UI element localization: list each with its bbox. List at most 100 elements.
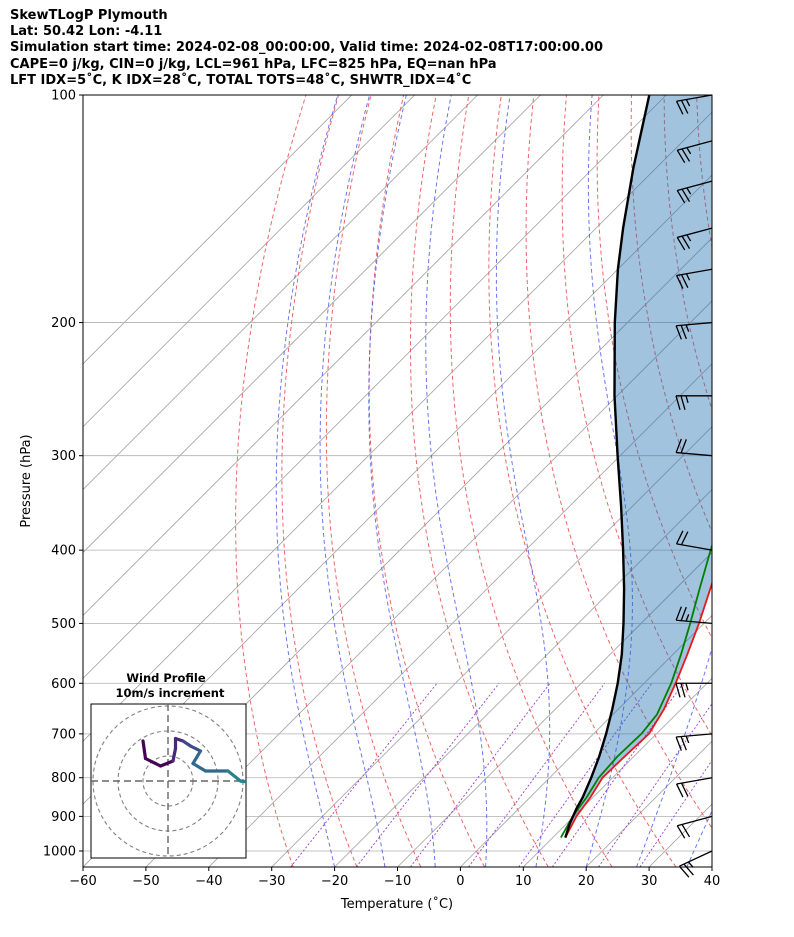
moist-adiabat: [495, 95, 551, 867]
wind-barb-flag: [675, 783, 684, 798]
wind-barb-shaft: [676, 268, 713, 277]
isotherm-line: [83, 95, 604, 616]
wind-barb-flag: [686, 234, 692, 242]
wind-barb-flag: [675, 395, 681, 411]
y-tick-label: 300: [51, 449, 76, 464]
hodograph-trace: [443, 876, 448, 891]
wind-barb: [675, 733, 713, 751]
wind-barb-flag: [685, 273, 691, 281]
wind-barb: [675, 777, 713, 798]
wind-barb-shaft: [676, 94, 713, 102]
wind-barb-flag: [675, 275, 684, 289]
parcel-shading: [565, 95, 712, 838]
dry-adiabat: [488, 95, 677, 867]
x-tick-label: −20: [321, 874, 348, 889]
moist-adiabat: [737, 95, 794, 867]
y-tick-label: 400: [51, 544, 76, 559]
wind-barb-flag: [680, 531, 689, 546]
wind-barb-flag: [676, 237, 686, 251]
title-line-4: CAPE=0 j/kg, CIN=0 j/kg, LCL=961 hPa, LF…: [10, 56, 497, 72]
hodograph-trace: [158, 759, 175, 768]
x-tick-label: −60: [69, 874, 96, 889]
isotherm-line: [711, 866, 712, 867]
wind-barb-shaft: [677, 815, 713, 827]
wind-barb-flag: [685, 324, 690, 332]
hodograph-title-2: 10m/s increment: [116, 686, 225, 700]
wind-barb-flag: [680, 395, 686, 411]
y-tick-label: 200: [51, 316, 76, 331]
wind-barb-flag: [681, 235, 691, 249]
y-tick-label: 1000: [43, 844, 76, 859]
isotherm-line: [83, 95, 415, 428]
wind-barb-shaft: [676, 543, 713, 551]
profile-lines: [560, 95, 712, 839]
title-line-5: LFT IDX=5˚C, K IDX=28˚C, TOTAL TOTS=48˚C…: [10, 72, 472, 88]
title-line-2: Lat: 50.42 Lon: -4.11: [10, 24, 163, 40]
wind-barb-flag: [685, 683, 689, 691]
wind-barb: [676, 815, 713, 839]
mixing-ratio-line: [518, 683, 653, 867]
hodograph-plot: [91, 704, 448, 891]
wind-barbs: [675, 94, 713, 878]
dry-adiabat: [762, 95, 794, 867]
dry-adiabat: [281, 95, 358, 867]
isotherm-line: [83, 95, 478, 491]
hodograph-trace: [226, 769, 243, 783]
isotherm-line: [83, 95, 667, 679]
hodograph-trace: [423, 864, 443, 877]
wind-barb: [675, 606, 713, 625]
hodograph-trace: [143, 756, 163, 768]
dry-adiabat: [729, 95, 794, 867]
x-axis-label: Temperature (˚C): [340, 896, 453, 912]
wind-barb-flag: [683, 863, 694, 876]
moist-adiabat: [686, 809, 712, 867]
x-tick-label: −30: [258, 874, 285, 889]
mixing-ratio-line: [468, 683, 606, 867]
y-axis-label: Pressure (hPa): [19, 434, 34, 527]
mixing-ratio-line: [598, 702, 712, 867]
wind-barb-flag: [685, 99, 691, 107]
wind-barb: [675, 321, 713, 340]
x-tick-label: −10: [384, 874, 411, 889]
wind-barb-flag: [676, 149, 686, 164]
wind-barb-flag: [675, 530, 684, 545]
wind-barb-flag: [681, 824, 691, 838]
dry-adiabat: [449, 95, 613, 867]
parcel-line: [564, 95, 651, 838]
wind-barb: [678, 850, 713, 878]
hodograph-trace: [191, 749, 203, 766]
wind-barb-flag: [676, 825, 686, 839]
wind-barb: [675, 682, 712, 698]
chart-title: SkewTLogP Plymouth Lat: 50.42 Lon: -4.11…: [10, 8, 603, 89]
x-tick-label: 10: [515, 874, 532, 889]
x-tick-label: −40: [195, 874, 222, 889]
mixing-ratio-line: [290, 683, 438, 867]
hodograph-trace: [373, 819, 393, 824]
wind-barb: [675, 530, 713, 551]
isotherm-line: [334, 489, 712, 867]
wind-barb: [675, 395, 712, 411]
temperature-line: [564, 580, 712, 839]
dry-adiabat: [235, 95, 307, 867]
isotherm-line: [208, 363, 712, 867]
wind-barb-flag: [675, 100, 684, 115]
wind-barb-flag: [680, 439, 687, 454]
x-tick-label: 30: [641, 874, 658, 889]
title-line-3: Simulation start time: 2024-02-08_00:00:…: [10, 40, 603, 56]
dry-adiabat: [368, 95, 485, 867]
y-tick-label: 700: [51, 727, 76, 742]
cape-shading: [565, 95, 712, 838]
hodograph-trace: [188, 744, 203, 753]
isotherm-line: [83, 95, 541, 554]
wind-barb-flag: [680, 100, 689, 114]
wind-barb: [675, 268, 713, 289]
hodograph-trace: [191, 761, 208, 773]
y-tick-label: 800: [51, 771, 76, 786]
isotherm-line: [83, 111, 712, 742]
wind-barb: [676, 180, 713, 204]
axis-ticks: −60 −50 −40 −30 −20 −10 0 10 20 30 40 1000 900 800 700…: [43, 89, 720, 890]
y-tick-label: 100: [51, 89, 76, 104]
wind-barb-flag: [680, 606, 687, 621]
wind-barb-flag: [675, 606, 682, 621]
moist-adiabat: [319, 95, 386, 867]
